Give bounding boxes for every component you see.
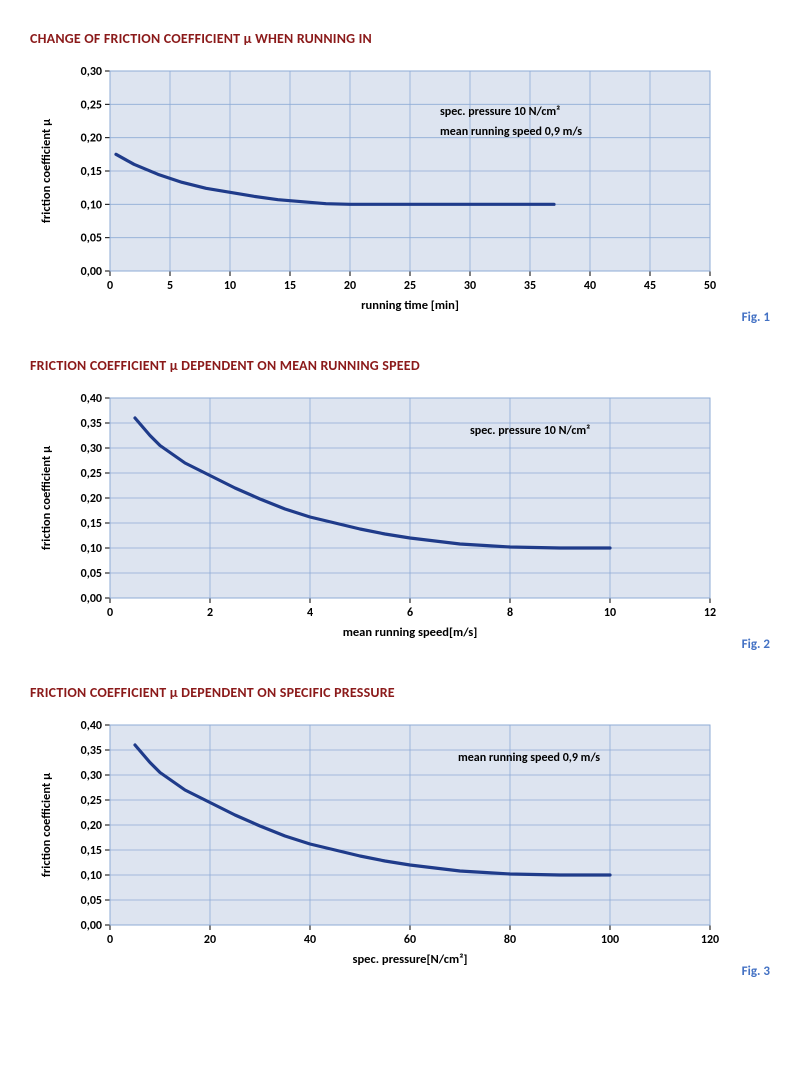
xtick-label: 0 <box>107 933 113 947</box>
y-axis-label: friction coefficient μ <box>39 773 54 877</box>
xtick-label: 30 <box>464 279 476 293</box>
section-title: FRICTION COEFFICIENT μ DEPENDENT ON MEAN… <box>30 357 770 374</box>
ytick-label: 0,05 <box>81 567 102 581</box>
y-axis-label: friction coefficient μ <box>39 119 54 223</box>
xtick-label: 4 <box>307 606 313 620</box>
xtick-label: 120 <box>701 933 719 947</box>
xtick-label: 8 <box>507 606 513 620</box>
figure-label: Fig. 2 <box>742 637 770 652</box>
xtick-label: 50 <box>704 279 716 293</box>
chart-block: 0 20 40 60 80 100 120 0,00 0,05 0,10 0,15 0,20 0,25 0… <box>30 715 770 975</box>
xtick-label: 0 <box>107 279 113 293</box>
ytick-label: 0,30 <box>81 442 102 456</box>
chart-annotation: spec. pressure 10 N/cm² <box>470 424 590 438</box>
xtick-label: 60 <box>404 933 416 947</box>
ytick-label: 0,30 <box>81 769 102 783</box>
section-title: CHANGE OF FRICTION COEFFICIENT μ WHEN RU… <box>30 30 770 47</box>
x-axis-label: spec. pressure[N/cm²] <box>352 952 467 967</box>
xtick-label: 10 <box>604 606 616 620</box>
ytick-label: 0,05 <box>81 894 102 908</box>
ytick-label: 0,35 <box>81 417 102 431</box>
figure-label: Fig. 1 <box>742 310 770 325</box>
ytick-label: 0,10 <box>81 869 102 883</box>
ytick-label: 0,00 <box>81 592 102 606</box>
y-axis-label: friction coefficient μ <box>39 446 54 550</box>
ytick-label: 0,40 <box>81 392 102 406</box>
ytick-label: 0,00 <box>81 919 102 933</box>
chart-svg: 0 5 10 15 20 25 30 35 40 45 50 0,00 0,05 0,10 0,15 0,20… <box>30 61 730 321</box>
ytick-label: 0,25 <box>81 467 102 481</box>
xtick-label: 20 <box>344 279 356 293</box>
chart-svg: 0 20 40 60 80 100 120 0,00 0,05 0,10 0,15 0,20 0,25 0… <box>30 715 730 975</box>
ytick-label: 0,25 <box>81 98 102 112</box>
section-title: FRICTION COEFFICIENT μ DEPENDENT ON SPEC… <box>30 684 770 701</box>
xtick-label: 80 <box>504 933 516 947</box>
xtick-label: 12 <box>704 606 716 620</box>
xtick-label: 10 <box>224 279 236 293</box>
xtick-label: 35 <box>524 279 536 293</box>
ytick-label: 0,40 <box>81 719 102 733</box>
xtick-label: 5 <box>167 279 173 293</box>
xtick-label: 40 <box>304 933 316 947</box>
chart-annotation: mean running speed 0,9 m/s <box>458 751 600 765</box>
ytick-label: 0,20 <box>81 132 102 146</box>
ytick-label: 0,30 <box>81 65 102 79</box>
ytick-label: 0,05 <box>81 232 102 246</box>
ytick-label: 0,20 <box>81 492 102 506</box>
xtick-label: 20 <box>204 933 216 947</box>
x-axis-label: mean running speed[m/s] <box>343 625 478 640</box>
xtick-label: 15 <box>284 279 296 293</box>
xtick-label: 100 <box>601 933 619 947</box>
figure-label: Fig. 3 <box>742 964 770 979</box>
chart-annotation: spec. pressure 10 N/cm² <box>440 105 560 119</box>
ytick-label: 0,15 <box>81 165 102 179</box>
ytick-label: 0,00 <box>81 265 102 279</box>
ytick-label: 0,15 <box>81 517 102 531</box>
xtick-label: 45 <box>644 279 656 293</box>
xtick-label: 2 <box>207 606 213 620</box>
chart-svg: 0 2 4 6 8 10 12 0,00 0,05 0,10 0,15 0,20 0,25 0,30 0,3… <box>30 388 730 648</box>
xtick-label: 6 <box>407 606 413 620</box>
chart-annotation: mean running speed 0,9 m/s <box>440 125 582 139</box>
xtick-label: 25 <box>404 279 416 293</box>
ytick-label: 0,10 <box>81 198 102 212</box>
chart-block: 0 5 10 15 20 25 30 35 40 45 50 0,00 0,05 0,10 0,15 0,20… <box>30 61 770 321</box>
ytick-label: 0,25 <box>81 794 102 808</box>
chart-block: 0 2 4 6 8 10 12 0,00 0,05 0,10 0,15 0,20 0,25 0,30 0,3… <box>30 388 770 648</box>
ytick-label: 0,20 <box>81 819 102 833</box>
ytick-label: 0,15 <box>81 844 102 858</box>
x-axis-label: running time [min] <box>361 298 459 313</box>
xtick-label: 40 <box>584 279 596 293</box>
ytick-label: 0,10 <box>81 542 102 556</box>
ytick-label: 0,35 <box>81 744 102 758</box>
xtick-label: 0 <box>107 606 113 620</box>
